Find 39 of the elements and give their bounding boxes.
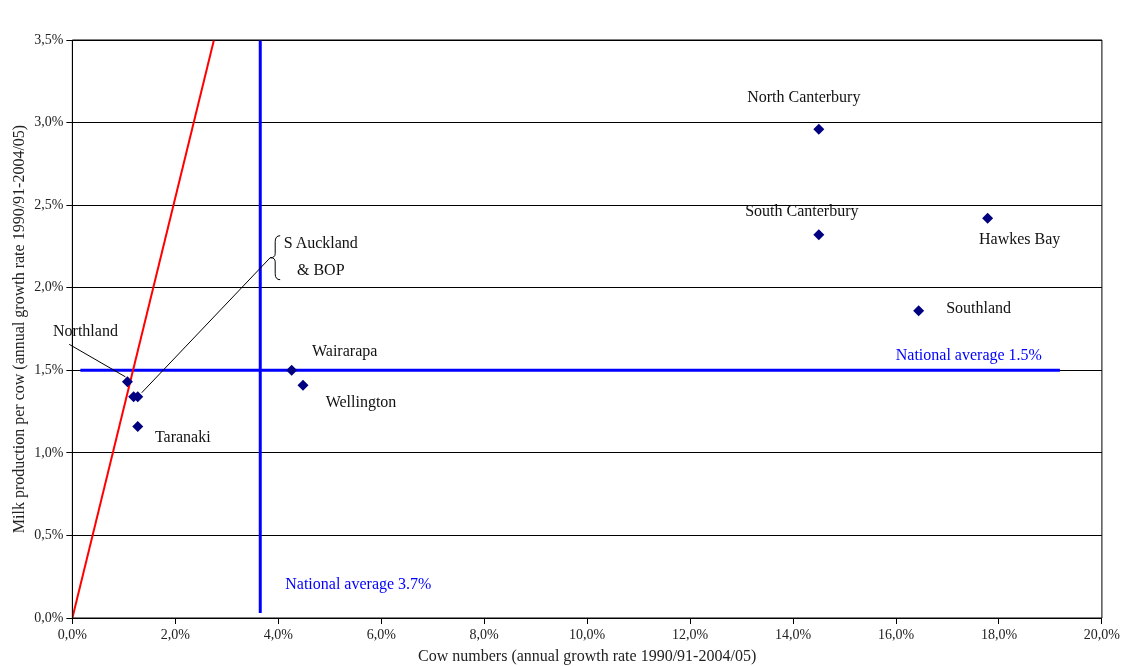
annotation: Wellington [325, 393, 397, 412]
x-tick-label: 2,0% [160, 627, 191, 643]
point [297, 379, 309, 391]
annotation: S Auckland & BOP [283, 234, 358, 279]
y-tick-label: 2,5% [34, 196, 64, 212]
point [813, 229, 825, 241]
point [913, 305, 925, 317]
y-tick-label: 1,0% [34, 444, 64, 460]
annotation: Taranaki [154, 427, 212, 445]
y-tick-label: 3,5% [34, 31, 64, 47]
annotation: South Canterbury [745, 202, 859, 221]
point [286, 364, 298, 376]
annotation: Southland [946, 299, 1012, 317]
ref-line-label: National average 3.7% [285, 575, 432, 594]
x-tick-label: 10,0% [569, 627, 606, 643]
point [813, 123, 825, 135]
y-tick-label: 0,0% [34, 609, 64, 625]
annotation: North Canterbury [747, 88, 861, 107]
x-axis-title: Cow numbers (annual growth rate 1990/91-2004/05) [418, 646, 757, 665]
point [982, 212, 994, 224]
point [121, 376, 133, 388]
x-tick-label: 6,0% [366, 627, 397, 643]
x-tick-label: 18,0% [980, 627, 1018, 643]
x-tick-label: 14,0% [774, 627, 812, 643]
x-tick-label: 4,0% [263, 627, 294, 643]
x-tick-label: 12,0% [672, 627, 709, 643]
y-tick-label: 0,5% [34, 527, 64, 543]
x-tick-label: 20,0% [1083, 627, 1121, 643]
annotation: Hawkes Bay [978, 229, 1061, 248]
y-tick-label: 3,0% [34, 114, 64, 130]
x-tick-label: 16,0% [877, 627, 915, 643]
y-tick-label: 2,0% [34, 279, 64, 295]
ref-line-label: National average 1.5% [895, 346, 1042, 365]
y-tick-label: 1,5% [34, 361, 64, 377]
point [132, 420, 144, 432]
annotation: Wairarapa [311, 342, 378, 361]
x-tick-label: 0,0% [57, 627, 88, 643]
x-tick-label: 8,0% [469, 627, 500, 643]
y-axis-title: Milk production per cow (annual growth rate 1990/91-2004/05) [9, 124, 28, 534]
